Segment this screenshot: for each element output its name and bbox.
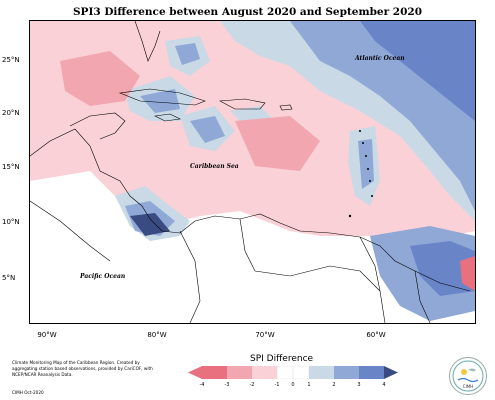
logo-text: CIMH: [462, 384, 474, 389]
cimh-logo: CIMH: [449, 357, 487, 395]
spi-difference-map: [30, 21, 475, 323]
lat-label-10n: 10°N: [2, 218, 20, 226]
map-panel: [29, 20, 476, 324]
lat-label-5n: 5°N: [2, 274, 16, 282]
map-description: Climate Monitoring Map of the Caribbean …: [12, 360, 162, 396]
legend-tick: 0: [291, 382, 295, 388]
legend-colorbar: [188, 366, 398, 379]
legend-tick: -3: [224, 382, 230, 388]
legend-tick: 1: [307, 382, 311, 388]
lon-label-80w: 80°W: [147, 331, 167, 339]
pacific-ocean-label: Pacific Ocean: [80, 273, 126, 280]
lat-label-25n: 25°N: [2, 56, 20, 64]
map-title: SPI3 Difference between August 2020 and …: [72, 6, 423, 18]
legend-tick: -1: [274, 382, 280, 388]
lat-label-20n: 20°N: [2, 109, 20, 117]
caribbean-sea-label: Caribbean Sea: [190, 163, 239, 170]
description-text: Climate Monitoring Map of the Caribbean …: [12, 360, 153, 377]
legend-tick: -2: [249, 382, 255, 388]
credit-text: CIMH Oct-2020: [12, 390, 44, 395]
legend-tick: 3: [357, 382, 361, 388]
legend-tick: -4: [199, 382, 205, 388]
lon-label-60w: 60°W: [366, 331, 386, 339]
legend-tick: 4: [382, 382, 386, 388]
logo-emblem-icon: [452, 360, 484, 392]
lon-label-70w: 70°W: [255, 331, 275, 339]
legend-tick: 2: [332, 382, 336, 388]
lon-label-90w: 90°W: [37, 331, 57, 339]
lat-label-15n: 15°N: [2, 163, 20, 171]
atlantic-ocean-label: Atlantic Ocean: [355, 55, 405, 62]
legend-title: SPI Difference: [250, 354, 314, 364]
